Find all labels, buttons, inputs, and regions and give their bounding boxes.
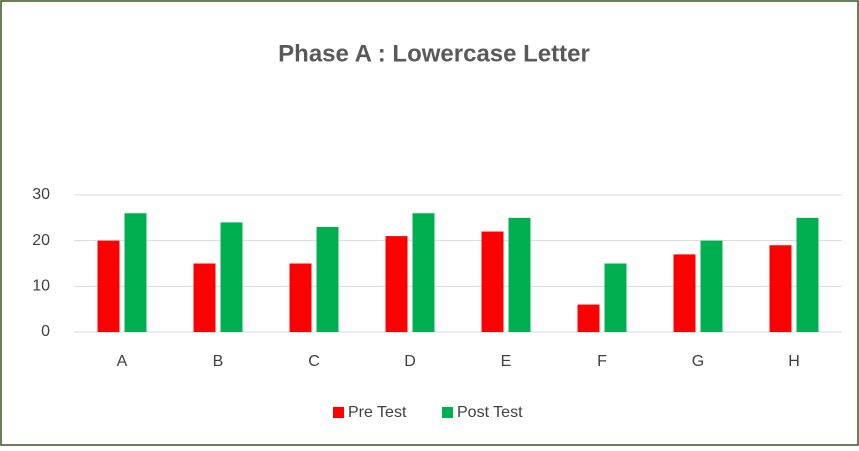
- bar: [673, 254, 696, 332]
- bar: [193, 263, 216, 332]
- chart-title: Phase A : Lowercase Letter: [278, 40, 590, 67]
- bar: [577, 304, 600, 332]
- x-tick-label: C: [308, 353, 320, 370]
- x-tick-label: H: [788, 353, 800, 370]
- x-tick-label: D: [404, 353, 416, 370]
- y-tick-label: 30: [32, 186, 50, 203]
- x-tick-label: F: [597, 353, 607, 370]
- x-tick-label: A: [117, 353, 128, 370]
- y-tick-label: 20: [32, 232, 50, 249]
- x-tick-label: B: [213, 353, 224, 370]
- x-tick-label: G: [692, 353, 704, 370]
- bar: [508, 217, 531, 332]
- bar: [220, 222, 243, 332]
- legend-swatch: [333, 407, 344, 418]
- bar: [124, 213, 147, 332]
- bar: [700, 240, 723, 332]
- bar: [412, 213, 435, 332]
- bar: [316, 226, 339, 332]
- y-tick-label: 10: [32, 278, 50, 295]
- legend-label: Pre Test: [348, 404, 407, 421]
- y-tick-label: 0: [41, 323, 50, 340]
- bar: [796, 217, 819, 332]
- bar: [769, 245, 792, 332]
- bar: [97, 240, 120, 332]
- legend-swatch: [442, 407, 453, 418]
- bar: [385, 236, 408, 332]
- legend-label: Post Test: [457, 404, 523, 421]
- x-tick-label: E: [501, 353, 512, 370]
- bar: [289, 263, 312, 332]
- bar: [604, 263, 627, 332]
- bar: [481, 231, 504, 332]
